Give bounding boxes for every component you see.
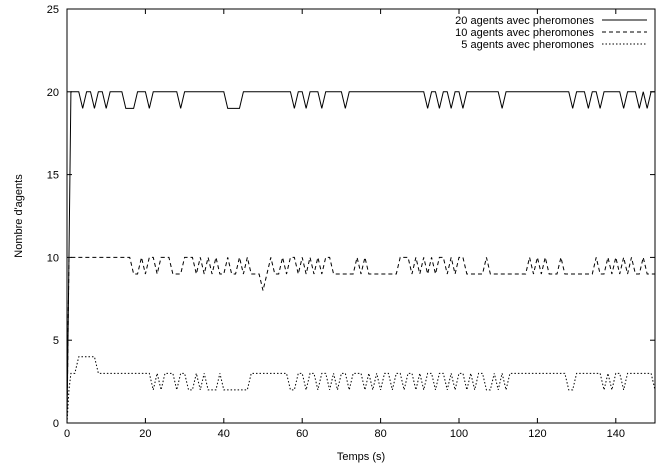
x-axis-label: Temps (s) [337, 451, 385, 463]
x-tick-label: 0 [64, 428, 70, 440]
y-tick-label: 10 [47, 252, 59, 264]
legend-label-3: 5 agents avec pheromones [461, 39, 594, 51]
x-tick-label: 140 [607, 428, 625, 440]
y-tick-label: 5 [53, 335, 59, 347]
y-tick-label: 15 [47, 170, 59, 182]
x-tick-label: 80 [374, 428, 386, 440]
x-tick-label: 120 [528, 428, 546, 440]
series-line-3 [66, 356, 656, 424]
legend-label-2: 10 agents avec pheromones [455, 27, 594, 39]
y-axis-label: Nombre d'agents [13, 174, 25, 258]
legend-label-1: 20 agents avec pheromones [455, 15, 594, 27]
series-line-2 [66, 256, 655, 424]
y-tick-label: 0 [53, 418, 59, 430]
axis-ticks: 0 20 40 60 80 100 120 140 0 5 10 15 20 25 [47, 4, 655, 440]
series-layer [66, 91, 656, 424]
x-tick-label: 20 [139, 428, 151, 440]
plot-frame [66, 8, 656, 424]
y-tick-label: 20 [47, 87, 59, 99]
y-tick-label: 25 [47, 4, 59, 16]
x-tick-label: 60 [296, 428, 308, 440]
x-tick-label: 40 [218, 428, 230, 440]
series-line-1 [66, 91, 655, 424]
x-tick-label: 100 [450, 428, 468, 440]
